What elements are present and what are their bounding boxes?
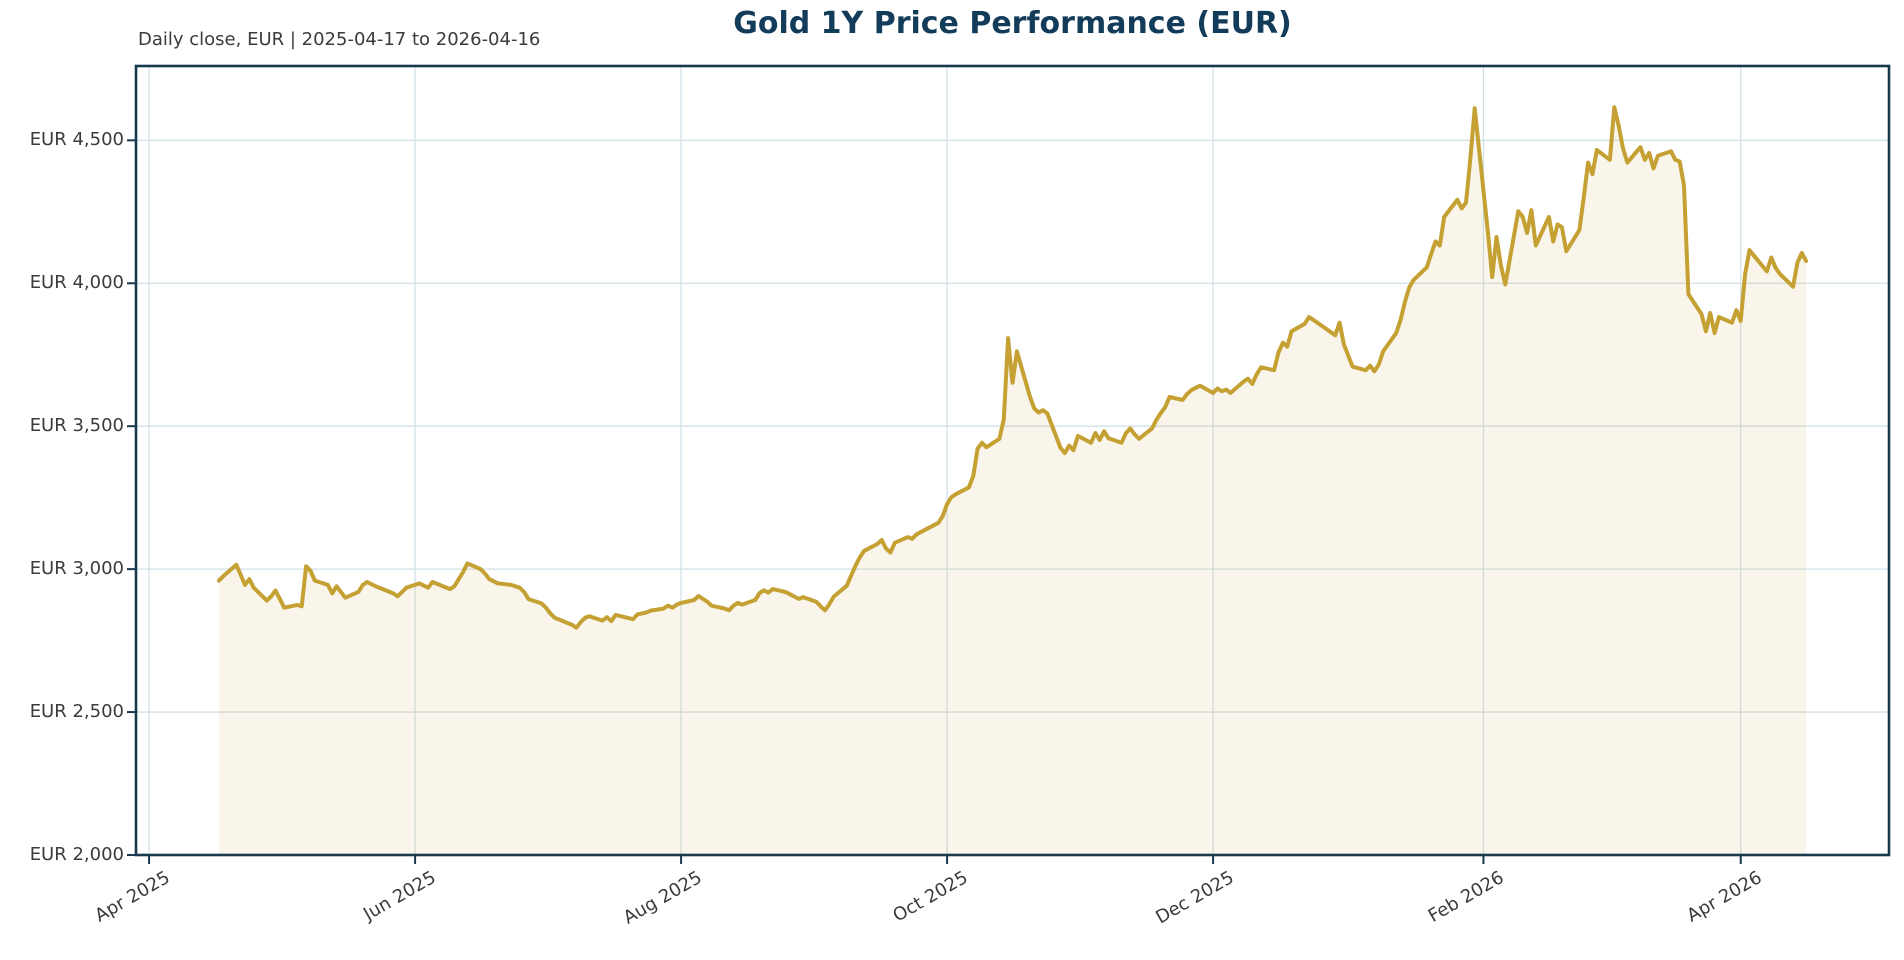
chart-title: Gold 1Y Price Performance (EUR) [733, 6, 1292, 41]
price-line [216, 105, 1809, 630]
y-axis-tick-label: EUR 2,000 [29, 844, 124, 865]
y-axis-tick-label: EUR 4,000 [29, 272, 124, 294]
y-axis-tick-label: EUR 2,500 [29, 701, 124, 723]
chart-subtitle: Daily close, EUR | 2025-04-17 to 2026-04… [138, 29, 541, 50]
y-axis-tick-label: EUR 3,500 [29, 415, 124, 437]
price-area [218, 107, 1807, 855]
plot-border [134, 64, 1891, 857]
y-axis-tick-label: EUR 3,000 [29, 558, 124, 580]
y-axis-tick-label: EUR 4,500 [29, 129, 124, 151]
